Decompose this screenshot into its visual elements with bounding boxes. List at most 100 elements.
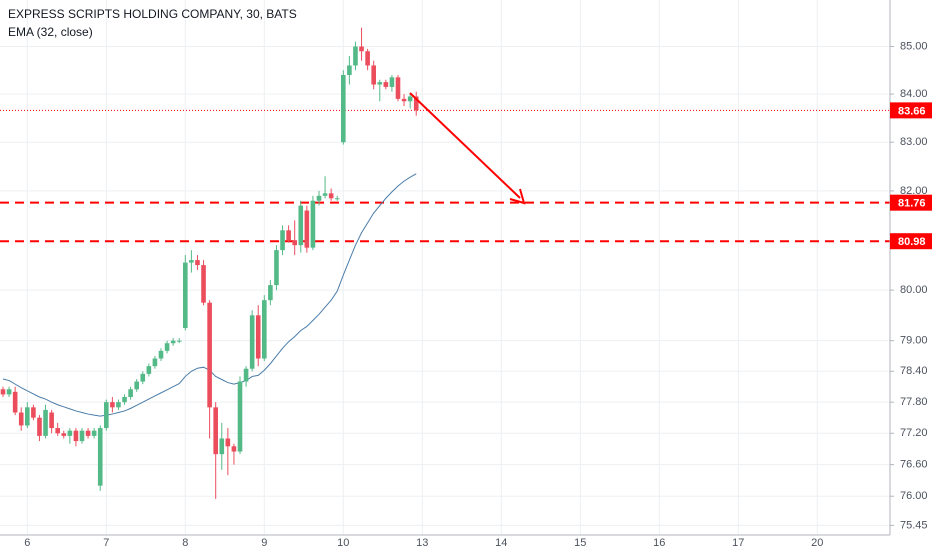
y-tick-label: 79.00 (900, 335, 928, 347)
candle-body (407, 96, 413, 102)
axes: 75.45 76.00 76.60 77.20 77.80 78.40 79.00 80.00… (24, 40, 932, 549)
grid (0, 0, 890, 535)
x-tick-label: 14 (495, 537, 507, 549)
price-level-label: 80.98 (898, 236, 926, 248)
x-tick-label: 10 (337, 537, 349, 549)
x-tick-label: 7 (103, 537, 109, 549)
candle-body (316, 195, 322, 201)
candle-body (292, 240, 297, 246)
candle-body (280, 230, 285, 251)
candle-body (249, 315, 255, 369)
candle-body (371, 65, 376, 85)
price-level-tag (890, 233, 932, 250)
candle-body (328, 193, 334, 199)
y-tick-label: 76.60 (900, 459, 928, 471)
x-tick-label: 20 (811, 537, 823, 549)
price-level-label: 81.76 (898, 198, 926, 210)
candle-body (152, 358, 158, 367)
y-tick-label: 83.00 (900, 136, 928, 148)
candle-body (170, 340, 176, 344)
candle-body (413, 96, 419, 111)
candle-body (12, 391, 18, 413)
candle-body (43, 409, 48, 436)
x-tick-label: 9 (261, 537, 267, 549)
x-tick-label: 15 (574, 537, 586, 549)
candle-body (104, 402, 109, 429)
y-tick-label: 76.00 (900, 490, 928, 502)
candle-body (213, 407, 218, 455)
candle-body (268, 285, 273, 301)
candle-body (310, 200, 316, 248)
candle-body (219, 438, 225, 455)
candle-body (341, 74, 346, 143)
x-tick-label: 6 (24, 537, 30, 549)
candle-body (110, 402, 115, 408)
candle-body (31, 407, 36, 418)
x-tick-label: 13 (416, 537, 428, 549)
time-axis-bg (0, 535, 932, 550)
candle-body (322, 193, 328, 196)
candle-body (207, 302, 212, 408)
candle-body (365, 51, 370, 66)
candle-body (359, 46, 364, 52)
candle-body (116, 402, 121, 408)
candle-body (334, 198, 340, 200)
y-tick-label: 75.45 (900, 519, 928, 531)
candle-body (389, 77, 395, 87)
candle-body (183, 262, 188, 328)
candle-body (37, 417, 42, 436)
candle-body (18, 412, 24, 426)
candle-body (189, 260, 194, 263)
x-tick-label: 8 (182, 537, 188, 549)
candle-body (134, 381, 139, 390)
price-level-tag (890, 102, 932, 119)
candle-body (55, 428, 60, 434)
candle-body (73, 430, 79, 442)
marks (0, 27, 890, 499)
y-tick-label: 77.20 (900, 427, 928, 439)
price-level-label: 83.66 (898, 105, 926, 117)
candle-body (274, 250, 279, 286)
candle-body (49, 412, 54, 429)
candle-body (255, 315, 261, 359)
candle-body (225, 438, 231, 447)
candle-body (195, 260, 200, 266)
price-level-tag (890, 194, 932, 211)
candle-body (176, 340, 182, 342)
candle-body (401, 98, 407, 102)
candle-body (377, 82, 383, 85)
x-tick-label: 17 (732, 537, 744, 549)
candle-body (67, 430, 73, 436)
trend-arrow (409, 92, 521, 199)
candle-body (146, 366, 152, 374)
candle-body (304, 210, 310, 248)
candle-body (353, 46, 358, 66)
candle-body (6, 389, 12, 395)
candle-body (231, 446, 237, 452)
chart-title: EXPRESS SCRIPTS HOLDING COMPANY, 30, BAT… (8, 7, 297, 21)
candle-body (298, 205, 304, 246)
y-tick-label: 77.80 (900, 396, 928, 408)
price-axis-bg (890, 0, 932, 550)
candle-body (128, 389, 133, 398)
candle-body (25, 407, 30, 426)
candle-body (383, 82, 389, 87)
candle-body (237, 381, 243, 452)
candle-body (158, 350, 164, 359)
y-tick-label: 80.00 (900, 284, 928, 296)
candle-body (164, 343, 170, 351)
candle-body (0, 389, 6, 395)
candle-body (122, 397, 127, 403)
y-tick-label: 82.00 (900, 185, 928, 197)
y-tick-label: 78.40 (900, 365, 928, 377)
candle-body (91, 430, 97, 436)
candle-body (97, 428, 103, 486)
x-tick-label: 16 (653, 537, 665, 549)
candle-body (395, 77, 401, 99)
candle-body (140, 373, 146, 382)
candle-body (85, 430, 91, 436)
y-tick-label: 84.00 (900, 88, 928, 100)
y-tick-label: 85.00 (900, 40, 928, 52)
